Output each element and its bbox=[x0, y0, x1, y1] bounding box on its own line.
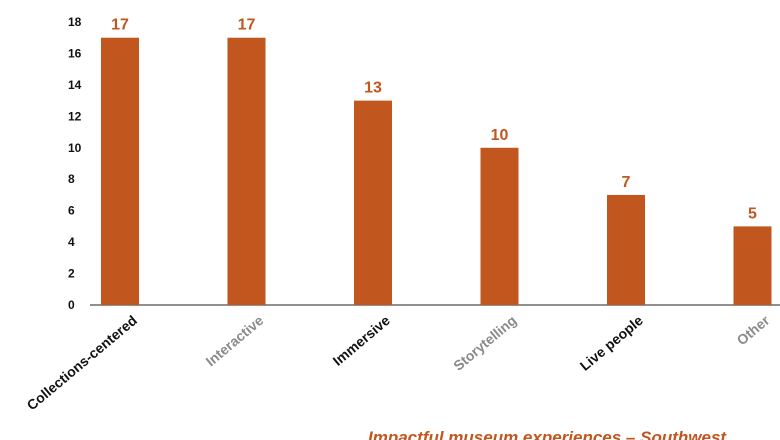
x-tick-label: Storytelling bbox=[450, 312, 519, 374]
bar-value-label: 17 bbox=[238, 17, 256, 34]
y-tick-label: 18 bbox=[68, 15, 82, 29]
bar bbox=[101, 37, 139, 305]
y-tick-label: 6 bbox=[68, 204, 75, 218]
y-tick-label: 4 bbox=[68, 235, 75, 249]
bar-value-label: 10 bbox=[491, 127, 509, 144]
y-tick-label: 8 bbox=[68, 172, 75, 186]
bar bbox=[480, 147, 519, 305]
x-tick-label: Live people bbox=[577, 312, 646, 374]
y-tick-label: 14 bbox=[68, 78, 82, 92]
bar-value-label: 17 bbox=[111, 17, 129, 34]
y-tick-label: 16 bbox=[68, 46, 82, 60]
chart-footer-text: Impactful museum experiences – Southwest bbox=[368, 428, 727, 440]
value-labels: 17 17 13 10 7 5 bbox=[111, 17, 757, 223]
x-tick-label: Other bbox=[734, 312, 773, 349]
bar-value-label: 5 bbox=[748, 205, 757, 222]
y-axis: 0 2 4 6 8 10 12 14 16 18 bbox=[68, 15, 82, 312]
x-axis-labels: Collections-centered Interactive Immersive… bbox=[24, 312, 773, 414]
bar-value-label: 7 bbox=[622, 174, 631, 191]
bar bbox=[227, 37, 266, 305]
y-tick-label: 10 bbox=[68, 141, 82, 155]
bar bbox=[733, 226, 772, 305]
y-tick-label: 0 bbox=[68, 298, 75, 312]
x-tick-label: Interactive bbox=[202, 312, 266, 369]
bar bbox=[607, 194, 645, 305]
x-tick-label: Collections-centered bbox=[24, 312, 140, 413]
y-tick-label: 2 bbox=[68, 267, 75, 281]
bars bbox=[101, 37, 772, 305]
bar bbox=[354, 100, 392, 305]
y-tick-label: 12 bbox=[68, 109, 82, 123]
x-tick-label: Immersive bbox=[330, 312, 394, 369]
bar-value-label: 13 bbox=[364, 80, 382, 97]
